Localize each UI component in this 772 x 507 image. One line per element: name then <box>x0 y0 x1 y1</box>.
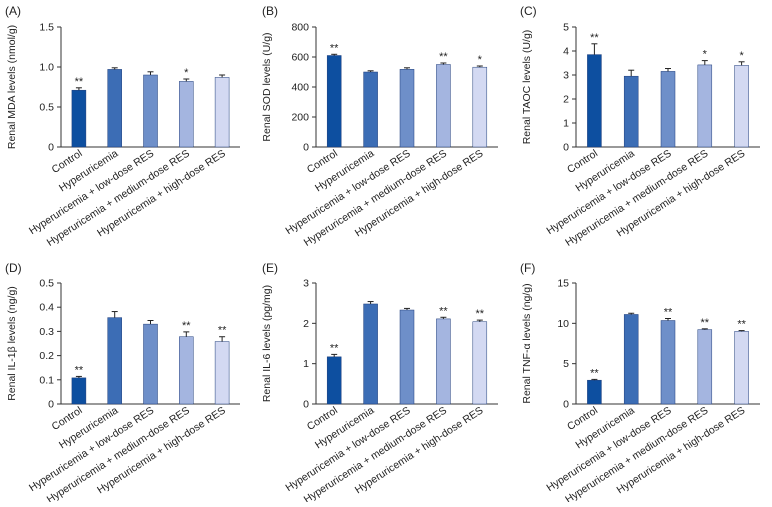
y-tick-label: 1.5 <box>39 22 54 34</box>
significance-marker: ** <box>701 317 710 329</box>
significance-marker: ** <box>75 364 84 376</box>
bar <box>697 64 713 148</box>
y-tick-label: 4 <box>563 46 569 58</box>
significance-marker: ** <box>439 305 448 317</box>
bar <box>326 55 342 148</box>
bar <box>436 64 451 148</box>
bar <box>71 89 87 148</box>
significance-marker: ** <box>664 306 673 318</box>
y-tick-label: 1 <box>303 358 309 370</box>
y-tick-label: 800 <box>291 22 309 34</box>
bar <box>363 303 378 405</box>
bar <box>179 336 194 405</box>
chart-panel-4: (D) 0 0.1 0.2 0.3 0.4 0.5 Renal IL-1β levels (n… <box>5 261 240 506</box>
y-axis-label: Renal TAOC levels (U/g) <box>521 30 533 145</box>
significance-marker: ** <box>590 367 599 379</box>
y-tick-label: 0 <box>563 399 569 411</box>
significance-marker: * <box>184 67 189 79</box>
bar <box>587 54 602 148</box>
bar <box>734 65 749 148</box>
significance-marker: ** <box>330 342 339 354</box>
y-tick-label: 0 <box>303 399 309 411</box>
y-axis-label: Renal IL-1β levels (ng/g) <box>6 286 18 401</box>
y-tick-label: 15 <box>557 278 569 290</box>
y-tick-label: 200 <box>291 112 309 124</box>
bar <box>107 69 122 148</box>
y-axis-label: Renal TNF-α levels (ng/g) <box>521 283 533 403</box>
y-tick-label: 0 <box>303 142 309 154</box>
y-tick-label: 1.0 <box>39 62 54 74</box>
y-tick-label: 0.3 <box>39 326 54 338</box>
bar <box>214 77 230 148</box>
significance-marker: * <box>703 49 708 61</box>
significance-marker: ** <box>476 308 485 320</box>
bar <box>472 321 488 405</box>
y-tick-label: 5 <box>563 22 569 34</box>
bar <box>326 356 342 405</box>
significance-marker: * <box>478 54 483 66</box>
y-tick-label: 400 <box>291 82 309 94</box>
y-tick-label: 0 <box>48 399 54 411</box>
bar <box>107 317 122 405</box>
bar <box>587 379 602 405</box>
y-axis-label: Renal IL-6 levels (pg/mg) <box>261 285 273 402</box>
y-tick-label: 3 <box>563 70 569 82</box>
bar <box>143 323 158 405</box>
y-tick-label: 2 <box>303 318 309 330</box>
significance-marker: ** <box>737 319 746 331</box>
bar <box>143 74 158 148</box>
significance-marker: ** <box>590 32 599 44</box>
y-tick-label: 0.1 <box>39 374 54 386</box>
bar <box>697 329 713 405</box>
panel-label: (E) <box>262 261 278 275</box>
bar <box>436 318 451 405</box>
significance-marker: ** <box>330 42 339 54</box>
y-axis-label: Renal SOD levels (U/g) <box>261 32 273 141</box>
y-tick-label: 600 <box>291 52 309 64</box>
bar <box>623 75 639 148</box>
panel-label: (A) <box>5 4 21 18</box>
panel-label: (D) <box>5 261 22 275</box>
y-tick-label: 0 <box>48 142 54 154</box>
y-tick-label: 10 <box>557 318 569 330</box>
panel-label: (B) <box>262 4 278 18</box>
significance-marker: ** <box>182 320 191 332</box>
significance-marker: ** <box>218 325 227 337</box>
bar <box>399 69 415 148</box>
bar <box>660 71 676 148</box>
bar <box>71 377 87 405</box>
y-tick-label: 0.4 <box>39 302 54 314</box>
y-tick-label: 0.5 <box>39 102 54 114</box>
bar <box>214 341 230 405</box>
y-tick-label: 0.2 <box>39 350 54 362</box>
bar <box>660 320 676 405</box>
bar <box>179 81 194 148</box>
significance-marker: ** <box>439 51 448 63</box>
bar <box>734 331 749 405</box>
significance-marker: ** <box>75 76 84 88</box>
bar <box>623 314 639 405</box>
panel-label: (C) <box>520 4 537 18</box>
y-tick-label: 5 <box>563 358 569 370</box>
y-tick-label: 2 <box>563 94 569 106</box>
y-tick-label: 0.5 <box>39 278 54 290</box>
y-axis-label: Renal MDA levels (nmol/g) <box>6 25 18 149</box>
panel-label: (F) <box>520 261 535 275</box>
bar <box>472 66 488 148</box>
y-tick-label: 3 <box>303 278 309 290</box>
y-tick-label: 1 <box>563 118 569 130</box>
bar <box>399 309 415 405</box>
bar <box>363 71 378 148</box>
significance-marker: * <box>739 50 744 62</box>
y-tick-label: 0 <box>563 142 569 154</box>
